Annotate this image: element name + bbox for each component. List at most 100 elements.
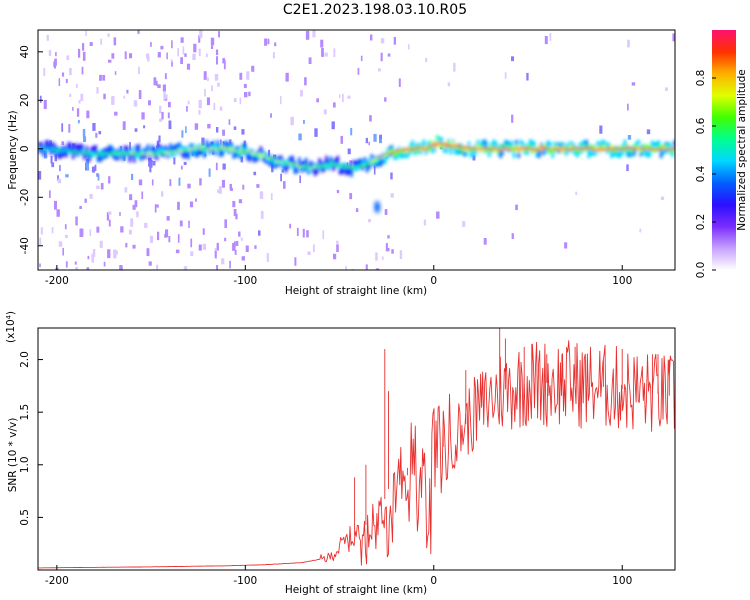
ridge-cell [655, 141, 658, 152]
ridge-cell [205, 139, 208, 151]
ridge-cell [524, 147, 527, 153]
ridge-cell [506, 148, 509, 150]
ridge-cell [601, 144, 604, 149]
ridge-cell [246, 147, 249, 153]
ridge-cell [148, 152, 152, 155]
ridge-cell [146, 152, 150, 155]
ridge-cell [442, 143, 446, 145]
ridge-cell [187, 149, 190, 151]
noise-speck [239, 97, 242, 105]
noise-speck [235, 213, 238, 220]
noise-speck [168, 120, 172, 130]
ridge-cell [646, 147, 649, 149]
ridge-cell [252, 152, 256, 155]
noise-speck [76, 108, 80, 117]
ridge-cell [535, 148, 539, 151]
noise-speck [370, 34, 373, 41]
noise-speck [242, 184, 245, 190]
noise-speck [133, 100, 138, 107]
ridge-cell [490, 145, 493, 150]
ridge-cell [476, 144, 480, 150]
ridge-cell [494, 147, 498, 153]
noise-speck [373, 133, 377, 142]
noise-speck [511, 56, 514, 62]
ridge-cell [662, 144, 665, 156]
ridge-cell [336, 162, 340, 167]
ridge-cell [576, 147, 579, 150]
noise-speck [190, 238, 193, 248]
ridge-cell [619, 147, 622, 150]
ridge-cell [587, 147, 591, 159]
ridge-cell [623, 139, 627, 150]
ridge-cell [440, 142, 444, 145]
noise-speck [40, 227, 43, 235]
x-tick-label: 100 [612, 275, 632, 287]
ridge-cell [239, 150, 242, 153]
noise-speck [333, 253, 337, 260]
noise-speck [114, 111, 118, 116]
ridge-cell [673, 140, 675, 151]
noise-speck [185, 126, 187, 133]
ridge-cell [209, 147, 213, 150]
ridge-cell [415, 148, 419, 154]
ridge-cell [117, 152, 120, 157]
ridge-cell [537, 145, 541, 150]
ridge-cell [454, 144, 457, 155]
noise-speck [149, 235, 154, 243]
ridge-cell [99, 151, 102, 163]
ridge-cell [85, 146, 89, 157]
ridge-cell [341, 163, 344, 175]
ridge-cell [200, 144, 204, 150]
ridge-cell [356, 165, 360, 171]
ridge-cell [510, 140, 514, 152]
noise-speck [324, 52, 328, 57]
snr-plot-area [38, 328, 675, 569]
y-tick-label: -40 [19, 237, 31, 254]
noise-speck [124, 51, 127, 60]
ridge-cell [465, 147, 468, 149]
ridge-cell [304, 165, 308, 168]
noise-speck [238, 231, 241, 237]
noise-speck [256, 184, 260, 188]
noise-speck [368, 141, 370, 146]
ridge-cell [99, 151, 102, 154]
ridge-cell [671, 148, 674, 150]
ridge-cell [65, 149, 68, 152]
noise-speck [393, 37, 396, 45]
noise-speck [224, 219, 227, 228]
noise-speck [222, 129, 225, 136]
ridge-cell [567, 149, 570, 151]
ridge-cell [445, 143, 448, 149]
ridge-cell [472, 148, 475, 151]
ridge-cell [637, 147, 640, 149]
ridge-cell [390, 152, 394, 154]
ridge-cell [406, 147, 410, 158]
ridge-cell [307, 165, 310, 168]
noise-speck [308, 57, 312, 64]
y-tick-label: 0 [19, 145, 31, 152]
ridge-cell [483, 139, 487, 150]
noise-speck [188, 220, 190, 228]
ridge-cell [130, 152, 134, 155]
spectrogram-x-ticks: -200 -100 0 100 [45, 265, 632, 287]
noise-speck [98, 131, 102, 135]
noise-speck [39, 95, 42, 103]
noise-speck [211, 85, 213, 92]
ridge-cell [65, 149, 68, 155]
ridge-cell [137, 144, 141, 155]
ridge-cell [92, 153, 95, 155]
ridge-cell [592, 146, 595, 152]
noise-speck [146, 248, 150, 257]
noise-speck [39, 237, 42, 245]
noise-speck [223, 60, 226, 70]
ridge-cell [399, 148, 403, 151]
ridge-cell [103, 153, 107, 159]
noise-speck [511, 114, 514, 123]
noise-speck [183, 266, 188, 270]
noise-speck [134, 128, 138, 132]
ridge-cell [53, 148, 57, 151]
ridge-cell [551, 148, 554, 154]
noise-speck [44, 150, 48, 159]
noise-speck [111, 95, 115, 105]
noise-speck [272, 52, 275, 59]
